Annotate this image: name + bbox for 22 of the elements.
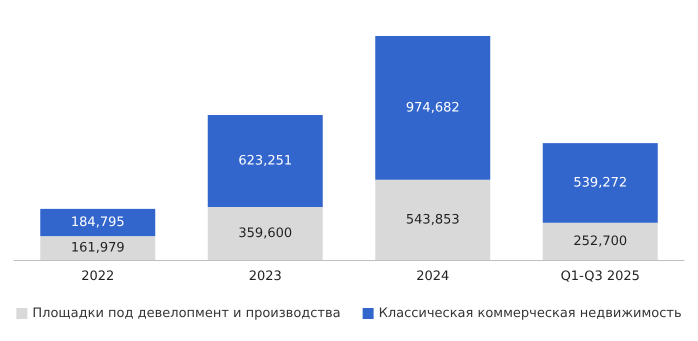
x-tick-label: 2023 (248, 269, 282, 284)
bar (208, 206, 323, 260)
bar (375, 36, 490, 180)
x-tick-label: 2024 (416, 269, 450, 284)
bar (40, 208, 156, 236)
data-label: 184,795 (70, 214, 125, 230)
data-label: 974,682 (406, 100, 460, 116)
data-label: 543,853 (406, 212, 460, 228)
bar (375, 180, 490, 260)
x-tick-label: 2022 (81, 269, 114, 284)
data-label: 252,700 (573, 234, 628, 249)
data-label: 539,272 (573, 175, 628, 190)
data-label: 359,600 (238, 226, 292, 241)
x-tick-label: Q1-Q3 2025 (560, 269, 640, 284)
data-label: 161,979 (70, 240, 125, 256)
bar (542, 143, 658, 223)
bar (40, 236, 156, 260)
bar (542, 222, 658, 260)
legend-label: Площадки под девелопмент и производства (32, 306, 341, 321)
legend-label: Классическая коммерческая недвижимость (378, 306, 682, 321)
bar (208, 115, 323, 207)
data-label: 623,251 (238, 153, 292, 168)
